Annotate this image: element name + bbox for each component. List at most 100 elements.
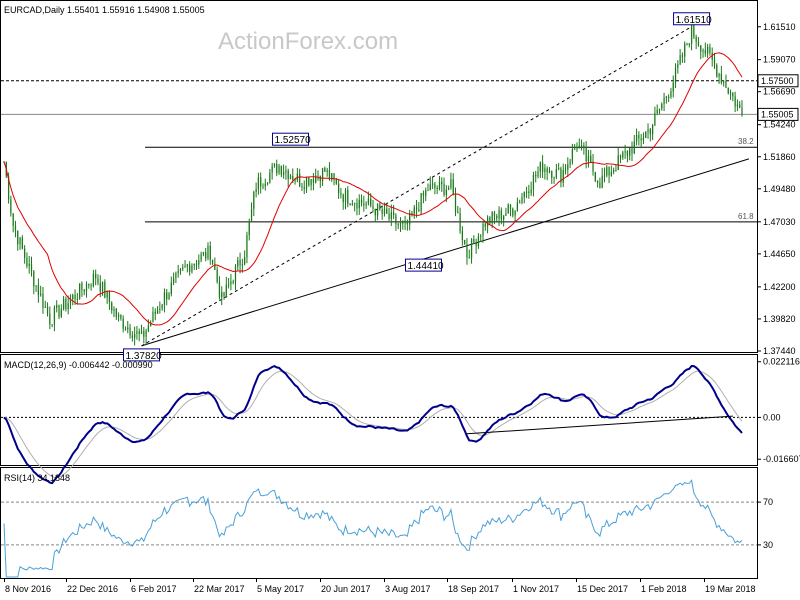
candle-body bbox=[688, 43, 690, 45]
candle-body bbox=[475, 242, 477, 246]
candle-body bbox=[626, 151, 629, 156]
candle-body bbox=[679, 55, 681, 65]
fib-label-61.8: 61.8 bbox=[738, 212, 754, 221]
candle-body bbox=[367, 198, 370, 204]
candle-body bbox=[702, 50, 704, 52]
candle-body bbox=[177, 270, 179, 274]
candle-body bbox=[452, 179, 454, 195]
candle-body bbox=[535, 175, 537, 177]
candle-body bbox=[624, 151, 626, 153]
candle-body bbox=[519, 202, 521, 204]
candle-body bbox=[184, 266, 186, 268]
candle-body bbox=[152, 311, 154, 323]
candle-body bbox=[537, 171, 539, 177]
candle-body bbox=[44, 306, 46, 308]
candle-body bbox=[411, 212, 413, 215]
candle-body bbox=[562, 170, 564, 183]
candle-body bbox=[541, 162, 544, 173]
annotation-box bbox=[673, 12, 711, 26]
price-tick-label: 1.42200 bbox=[763, 282, 796, 292]
candle-body bbox=[434, 183, 436, 189]
candle-body bbox=[720, 73, 723, 83]
candle-body bbox=[232, 281, 234, 283]
candle-body bbox=[450, 179, 452, 188]
candle-body bbox=[26, 257, 28, 267]
candle-body bbox=[560, 168, 562, 183]
candle-body bbox=[129, 327, 131, 336]
candle-body bbox=[305, 177, 308, 189]
candle-body bbox=[505, 213, 507, 216]
macd-header: MACD(12,26,9) -0.006442 -0.000990 bbox=[4, 360, 153, 370]
candle-body bbox=[709, 46, 711, 53]
date-tick-label: 20 Jun 2017 bbox=[321, 584, 371, 594]
date-tick-label: 3 Aug 2017 bbox=[385, 584, 431, 594]
candle-body bbox=[466, 244, 468, 258]
macd-tick-label: 0.00 bbox=[763, 412, 781, 422]
candle-body bbox=[427, 190, 429, 192]
macd-panel-frame bbox=[0, 354, 758, 466]
candle-body bbox=[418, 209, 420, 212]
candle-body bbox=[681, 55, 684, 57]
rsi-tick-label: 30 bbox=[763, 540, 773, 550]
date-tick-label: 19 Mar 2018 bbox=[705, 584, 756, 594]
price-tick-label: 1.39820 bbox=[763, 314, 796, 324]
candle-body bbox=[97, 278, 99, 283]
candle-body bbox=[438, 181, 441, 189]
candle-body bbox=[225, 284, 227, 297]
candle-body bbox=[30, 263, 33, 272]
candle-body bbox=[635, 135, 638, 142]
candle-body bbox=[473, 239, 475, 243]
candle-body bbox=[441, 181, 443, 185]
candle-body bbox=[179, 268, 182, 271]
candle-body bbox=[175, 273, 177, 279]
candle-body bbox=[189, 264, 191, 272]
candle-body bbox=[521, 197, 523, 203]
candle-body bbox=[163, 292, 166, 305]
date-tick-label: 22 Mar 2017 bbox=[194, 584, 245, 594]
candle-body bbox=[739, 104, 741, 108]
candle-body bbox=[35, 285, 37, 287]
candle-body bbox=[477, 236, 480, 246]
candle-body bbox=[496, 216, 498, 219]
candle-body bbox=[574, 148, 576, 150]
candle-body bbox=[498, 210, 500, 219]
dashed-level-label-box bbox=[757, 74, 799, 88]
price-tick-label: 1.37440 bbox=[763, 346, 796, 356]
candle-body bbox=[37, 285, 40, 296]
candle-body bbox=[512, 208, 514, 216]
macd-line bbox=[3, 364, 743, 485]
candle-body bbox=[255, 188, 257, 193]
fib-label-38.2: 38.2 bbox=[738, 137, 754, 146]
candle-body bbox=[145, 330, 147, 337]
candle-body bbox=[74, 294, 76, 300]
date-tick-label: 1 Nov 2017 bbox=[513, 584, 559, 594]
candle-body bbox=[546, 168, 548, 173]
candle-body bbox=[507, 204, 509, 214]
candle-body bbox=[122, 318, 124, 329]
candle-body bbox=[539, 162, 541, 172]
candle-body bbox=[147, 325, 150, 331]
candle-body bbox=[340, 192, 342, 195]
candle-body bbox=[633, 141, 635, 154]
price-panel: 38.2 61.8 1.37820 1.52570 1.44410 1.61510 bbox=[1, 12, 757, 362]
header-bg bbox=[2, 3, 212, 15]
candle-body bbox=[33, 271, 35, 287]
candle-body bbox=[202, 252, 205, 255]
candle-body bbox=[489, 217, 491, 224]
candle-body bbox=[585, 148, 587, 162]
candle-body bbox=[326, 170, 328, 172]
annotation-label: 1.44410 bbox=[407, 261, 444, 272]
candle-body bbox=[99, 282, 101, 292]
annotation-box bbox=[271, 132, 309, 146]
candle-body bbox=[617, 155, 619, 171]
candle-body bbox=[239, 260, 241, 266]
candle-body bbox=[381, 209, 383, 214]
candle-body bbox=[672, 82, 674, 92]
candle-body bbox=[429, 184, 431, 191]
candle-body bbox=[397, 224, 399, 226]
candle-body bbox=[448, 187, 450, 190]
candle-body bbox=[12, 213, 14, 226]
candle-body bbox=[684, 43, 686, 57]
candle-body bbox=[718, 73, 720, 77]
